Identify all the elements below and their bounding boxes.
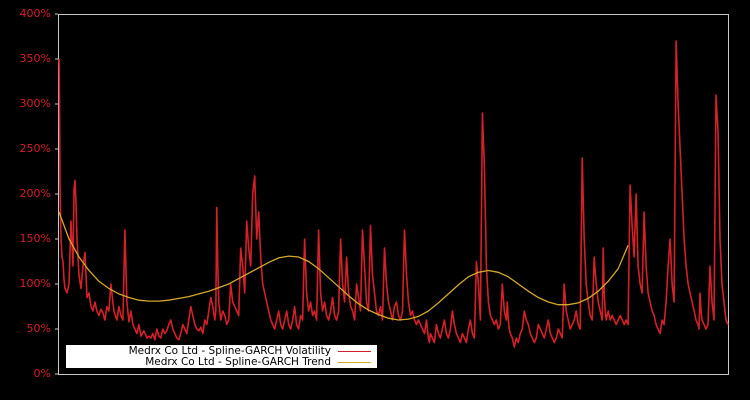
- legend-item-volatility: Medrx Co Ltd - Spline-GARCH Volatility: [129, 345, 377, 357]
- y-tick-label: 150%: [19, 232, 51, 245]
- legend-swatch-red-line-icon: [338, 350, 371, 352]
- y-tick-label: 300%: [19, 97, 51, 110]
- volatility-series-line: [58, 40, 729, 348]
- legend-item-trend: Medrx Co Ltd - Spline-GARCH Trend: [145, 356, 377, 368]
- chart-legend: Medrx Co Ltd - Spline-GARCH Volatility M…: [66, 345, 377, 368]
- y-tick-label: 0%: [33, 367, 51, 380]
- y-tick-label: 350%: [19, 52, 51, 65]
- y-tick-label: 400%: [19, 7, 51, 20]
- legend-label: Medrx Co Ltd - Spline-GARCH Trend: [145, 356, 331, 368]
- legend-swatch-gold-line-icon: [338, 361, 371, 363]
- y-tick-label: 50%: [26, 322, 51, 335]
- legend-label: Medrx Co Ltd - Spline-GARCH Volatility: [128, 345, 331, 357]
- y-axis-ticks: [55, 13, 58, 375]
- y-tick-label: 200%: [19, 187, 51, 200]
- trend-series-line: [58, 211, 629, 321]
- y-tick-label: 250%: [19, 142, 51, 155]
- y-tick-label: 100%: [19, 277, 51, 290]
